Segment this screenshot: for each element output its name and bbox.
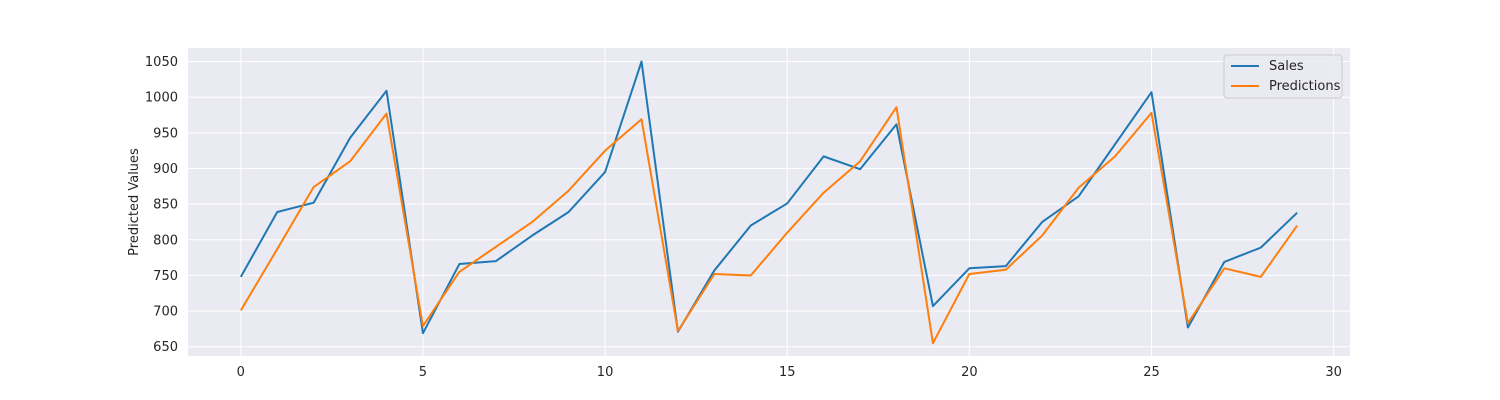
y-tick-labels: 650 700 750 800 850 900 950 1000 1050 (145, 55, 178, 355)
y-tick-label: 850 (153, 198, 178, 213)
y-tick-label: 1000 (145, 91, 178, 106)
x-tick-label: 25 (1143, 365, 1160, 380)
y-tick-label: 650 (153, 340, 178, 355)
y-tick-label: 800 (153, 233, 178, 248)
y-axis-label: Predicted Values (127, 148, 142, 256)
y-tick-label: 700 (153, 305, 178, 320)
legend-label-sales: Sales (1269, 59, 1304, 74)
y-tick-label: 950 (153, 126, 178, 141)
legend: Sales Predictions (1223, 54, 1343, 99)
legend-label-predictions: Predictions (1269, 79, 1341, 94)
x-tick-labels: 0 5 10 15 20 25 30 (237, 365, 1342, 380)
x-tick-label: 0 (237, 365, 245, 380)
plot-area (188, 48, 1350, 356)
y-tick-label: 1050 (145, 55, 178, 70)
x-tick-label: 20 (961, 365, 978, 380)
grid-lines (188, 48, 1350, 356)
x-tick-label: 10 (597, 365, 614, 380)
x-tick-label: 5 (419, 365, 427, 380)
x-tick-label: 15 (779, 365, 796, 380)
y-tick-label: 750 (153, 269, 178, 284)
y-tick-label: 900 (153, 162, 178, 177)
series-line-predictions (239, 106, 1298, 345)
x-tick-label: 30 (1325, 365, 1342, 380)
series-layer (239, 60, 1298, 345)
